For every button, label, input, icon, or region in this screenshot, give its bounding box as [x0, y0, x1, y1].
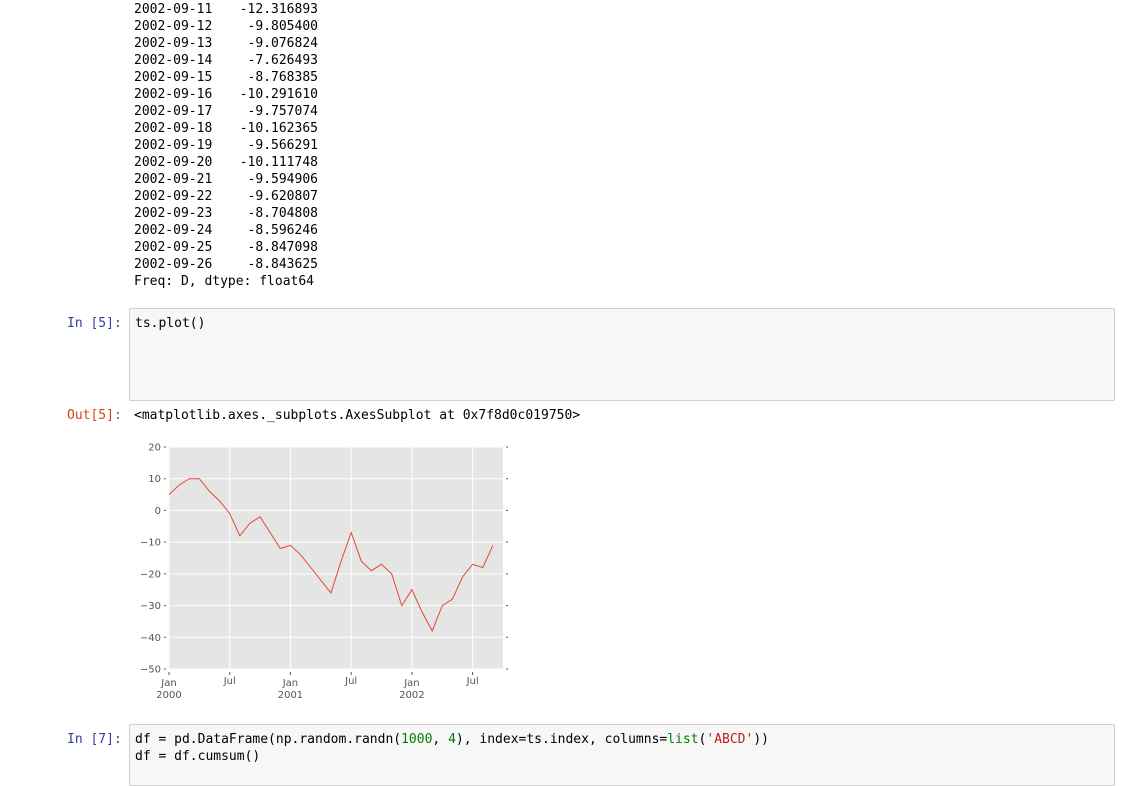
row-value: -8.596246: [247, 223, 318, 238]
row-date: 2002-09-23: [134, 206, 213, 221]
row-date: 2002-09-12: [134, 19, 213, 34]
row-value: -8.843625: [247, 257, 318, 272]
code-token: ), index=ts.index, columns=: [455, 732, 668, 747]
row-value: -9.620807: [247, 189, 318, 204]
code-token: 4: [448, 732, 456, 747]
row-date: 2002-09-20: [134, 155, 213, 170]
code-line: df = df.cumsum(): [135, 749, 261, 764]
prompt: In [5]:: [67, 316, 122, 331]
code-token: (: [698, 732, 707, 747]
series-row: 2002-09-18 -10.162365: [134, 120, 318, 137]
series-row: 2002-09-14 -7.626493: [134, 52, 318, 69]
x-tick-label: Jul: [223, 676, 236, 687]
row-value: -8.704808: [247, 206, 318, 221]
code-token: 1000: [401, 732, 433, 747]
code-cell[interactable]: ts.plot(): [129, 308, 1115, 401]
row-value: -10.111748: [239, 155, 318, 170]
x-tick-label: 2002: [399, 690, 424, 701]
row-date: 2002-09-19: [134, 138, 213, 153]
x-tick-label: 2000: [156, 690, 181, 701]
row-date: 2002-09-14: [134, 53, 213, 68]
y-tick-label: −50: [140, 665, 161, 676]
row-date: 2002-09-17: [134, 104, 213, 119]
row-value: -9.805400: [247, 19, 318, 34]
series-row: 2002-09-23 -8.704808: [134, 205, 318, 222]
series-row: 2002-09-13 -9.076824: [134, 35, 318, 52]
row-date: 2002-09-25: [134, 240, 213, 255]
x-tick-label: Jul: [466, 676, 479, 687]
code-line: ts.plot(): [135, 316, 206, 331]
row-date: 2002-09-26: [134, 257, 213, 272]
code-token: list: [667, 732, 699, 747]
row-date: 2002-09-16: [134, 87, 213, 102]
row-value: -9.594906: [247, 172, 318, 187]
code-token: ,: [432, 732, 449, 747]
row-date: 2002-09-21: [134, 172, 213, 187]
y-tick-label: −40: [140, 633, 161, 644]
code-token: df = pd.DataFrame(np.random.randn(: [135, 732, 402, 747]
x-tick-label: 2001: [278, 690, 303, 701]
row-date: 2002-09-22: [134, 189, 213, 204]
series-row: 2002-09-25 -8.847098: [134, 239, 318, 256]
y-tick-label: 0: [155, 506, 161, 517]
y-tick-label: −10: [140, 538, 161, 549]
code-token: )): [753, 732, 769, 747]
series-row: 2002-09-26 -8.843625: [134, 256, 318, 273]
x-tick-label: Jul: [344, 676, 357, 687]
row-value: -9.757074: [247, 104, 318, 119]
prompt: In [7]:: [67, 732, 122, 747]
row-value: -9.566291: [247, 138, 318, 153]
row-value: -8.768385: [247, 70, 318, 85]
row-date: 2002-09-11: [134, 2, 213, 17]
output-text: <matplotlib.axes._subplots.AxesSubplot a…: [134, 408, 581, 423]
row-value: -10.162365: [239, 121, 318, 136]
series-row: 2002-09-12 -9.805400: [134, 18, 318, 35]
row-value: -9.076824: [247, 36, 318, 51]
line: [168, 478, 494, 633]
code-line: df = pd.DataFrame(np.random.randn(1000, …: [135, 731, 769, 748]
row-date: 2002-09-24: [134, 223, 213, 238]
row-date: 2002-09-15: [134, 70, 213, 85]
x-tick-label: Jan: [160, 678, 176, 689]
y-tick-label: 10: [148, 474, 161, 485]
series-row: 2002-09-24 -8.596246: [134, 222, 318, 239]
series-row: 2002-09-19 -9.566291: [134, 137, 318, 154]
series-row: 2002-09-22 -9.620807: [134, 188, 318, 205]
row-date: 2002-09-13: [134, 36, 213, 51]
plot-area: [169, 447, 503, 669]
row-value: -7.626493: [247, 53, 318, 68]
notebook: {"output_series": {"rows": [["2002-09-11…: [67, 1, 1115, 786]
series-row: 2002-09-16 -10.291610: [134, 86, 318, 103]
series-footer: Freq: D, dtype: float64: [134, 274, 315, 289]
series-row: 2002-09-20 -10.111748: [134, 154, 318, 171]
series-row: 2002-09-15 -8.768385: [134, 69, 318, 86]
series-row: 2002-09-11 -12.316893: [134, 1, 318, 18]
y-tick-label: −30: [140, 601, 161, 612]
series-row: 2002-09-21 -9.594906: [134, 171, 318, 188]
series-row: 2002-09-17 -9.757074: [134, 103, 318, 120]
code-token: 'ABCD': [706, 732, 754, 747]
row-date: 2002-09-18: [134, 121, 213, 136]
code-cell[interactable]: df = pd.DataFrame(np.random.randn(1000, …: [129, 724, 1115, 786]
row-value: -10.291610: [239, 87, 318, 102]
y-tick-label: 20: [148, 443, 161, 454]
x-tick-label: Jan: [403, 678, 419, 689]
y-tick-label: −20: [140, 569, 161, 580]
prompt: Out[5]:: [67, 408, 122, 423]
row-value: -8.847098: [247, 240, 318, 255]
row-value: -12.316893: [239, 2, 318, 17]
x-tick-label: Jan: [282, 678, 298, 689]
